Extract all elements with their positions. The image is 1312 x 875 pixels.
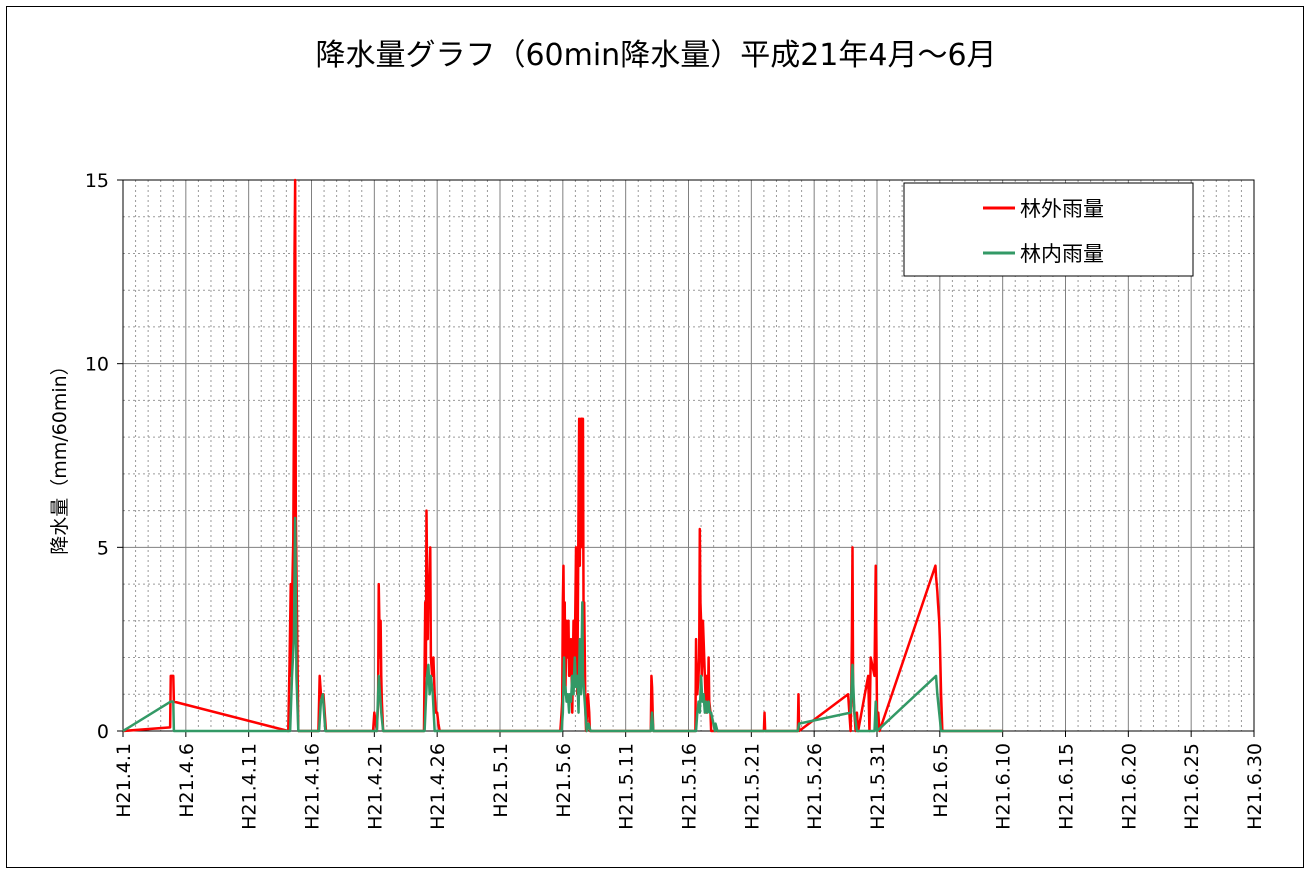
x-axis-ticks: H21.4.1 H21.4.6 H21.4.11 H21.4.16 H21.4.21 H2… [113, 731, 1266, 830]
x-tick-label: H21.4.26 [427, 743, 449, 830]
series-group [122, 178, 1003, 733]
y-tick-label: 15 [85, 170, 109, 192]
x-tick-label: H21.5.11 [616, 743, 638, 830]
legend-box [903, 182, 1194, 277]
x-tick-label: H21.6.25 [1181, 743, 1203, 830]
series-inside-rainfall-line [122, 516, 1003, 733]
x-tick-label: H21.6.30 [1244, 743, 1266, 830]
y-axis-ticks: 0 5 10 15 [85, 170, 123, 743]
x-tick-label: H21.5.21 [741, 743, 763, 830]
x-tick-label: H21.5.31 [867, 743, 889, 830]
x-tick-label: H21.4.6 [176, 743, 198, 818]
x-tick-label: H21.5.6 [553, 743, 575, 818]
x-tick-label: H21.4.16 [302, 743, 324, 830]
chart-title: 降水量グラフ（60min降水量）平成21年4月～6月 [315, 38, 997, 73]
x-tick-label: H21.6.15 [1056, 743, 1078, 830]
x-tick-label: H21.5.1 [490, 743, 512, 818]
x-tick-label: H21.6.20 [1118, 743, 1140, 830]
x-tick-label: H21.4.21 [364, 743, 386, 830]
x-tick-label: H21.6.10 [993, 743, 1015, 830]
legend-label-inside: 林内雨量 [1020, 242, 1104, 266]
y-tick-label: 10 [85, 354, 109, 376]
x-tick-label: H21.5.26 [804, 743, 826, 830]
y-axis-label: 降水量（mm/60min） [49, 356, 71, 554]
x-tick-label: H21.4.1 [113, 743, 135, 818]
legend: 林外雨量 林内雨量 [903, 182, 1194, 277]
x-tick-label: H21.4.11 [239, 743, 261, 830]
y-tick-label: 5 [97, 537, 109, 559]
y-tick-label: 0 [97, 721, 109, 743]
x-tick-label: H21.6.5 [930, 743, 952, 818]
legend-label-outside: 林外雨量 [1020, 197, 1104, 221]
x-tick-label: H21.5.16 [679, 743, 701, 830]
